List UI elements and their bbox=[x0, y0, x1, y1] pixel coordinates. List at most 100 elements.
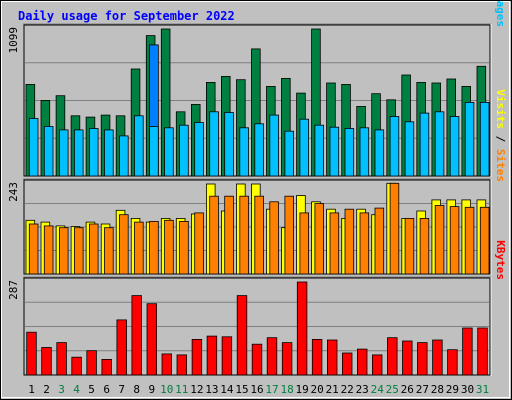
bar-sites-day-14 bbox=[224, 195, 234, 275]
bar-kbytes-day-28 bbox=[432, 339, 443, 376]
bar-pages-day-10 bbox=[164, 127, 174, 177]
bar-pages-day-13 bbox=[209, 111, 219, 177]
bar-kbytes-day-24 bbox=[371, 354, 383, 376]
bar-sites-day-11 bbox=[179, 220, 189, 275]
bar-pages-day-14 bbox=[224, 112, 234, 177]
bar-pages-day-27 bbox=[419, 112, 430, 177]
bar-kbytes-day-20 bbox=[311, 338, 323, 376]
bar-kbytes-day-25 bbox=[387, 337, 398, 376]
bar-sites-day-20 bbox=[314, 203, 324, 275]
bar-sites-day-10 bbox=[164, 219, 174, 275]
bar-pages-day-19 bbox=[299, 118, 309, 177]
bar-pages-day-5 bbox=[89, 128, 99, 177]
bar-sites-day-30 bbox=[464, 206, 475, 275]
x-tick-label-day-11: 11 bbox=[175, 383, 188, 396]
bar-sites-day-31 bbox=[479, 206, 490, 275]
bar-sites-day-8 bbox=[134, 221, 144, 275]
bar-pages-day-3 bbox=[59, 129, 69, 177]
bar-sites-day-3 bbox=[59, 227, 69, 275]
bar-pages-day-12 bbox=[194, 122, 204, 177]
bar-kbytes-day-1 bbox=[26, 331, 37, 376]
bar-pages-day-7 bbox=[119, 135, 129, 177]
bar-pages-day-26 bbox=[404, 121, 415, 177]
bar-kbytes-day-9 bbox=[146, 303, 158, 376]
bar-pages-day-31 bbox=[479, 102, 490, 177]
x-tick-label-day-26: 26 bbox=[401, 383, 414, 396]
bar-sites-day-21 bbox=[329, 212, 340, 275]
y-max-label: 287 bbox=[7, 280, 20, 300]
axis-legend-part: KBytes bbox=[494, 240, 507, 280]
bar-pages-day-4 bbox=[74, 129, 84, 177]
x-tick-label-day-3: 3 bbox=[58, 383, 65, 396]
x-tick-label-day-5: 5 bbox=[88, 383, 95, 396]
x-tick-label-day-16: 16 bbox=[250, 383, 263, 396]
bar-sites-day-22 bbox=[344, 208, 355, 275]
x-tick-label-day-1: 1 bbox=[28, 383, 35, 396]
bar-kbytes-day-5 bbox=[86, 350, 97, 376]
x-tick-label-day-12: 12 bbox=[190, 383, 203, 396]
bar-pages-day-30 bbox=[464, 102, 475, 177]
bar-pages-day-28 bbox=[434, 111, 445, 177]
x-tick-label-day-23: 23 bbox=[356, 383, 369, 396]
bar-sites-day-25 bbox=[389, 182, 400, 275]
bar-kbytes-day-15 bbox=[236, 295, 248, 376]
x-tick-label-day-30: 30 bbox=[461, 383, 474, 396]
x-tick-label-day-22: 22 bbox=[341, 383, 354, 396]
y-max-label: 243 bbox=[7, 182, 20, 202]
bar-sites-day-19 bbox=[299, 212, 309, 275]
x-tick-label-day-8: 8 bbox=[133, 383, 140, 396]
x-tick-label-day-31: 31 bbox=[476, 383, 489, 396]
bar-kbytes-day-14 bbox=[221, 336, 233, 376]
bar-pages-day-8 bbox=[134, 115, 144, 177]
bar-kbytes-day-30 bbox=[462, 327, 473, 376]
x-tick-label-day-13: 13 bbox=[205, 383, 218, 396]
bar-kbytes-day-13 bbox=[206, 335, 218, 376]
bar-pages-day-24 bbox=[374, 129, 385, 177]
x-tick-label-day-15: 15 bbox=[235, 383, 248, 396]
bar-sites-day-9 bbox=[149, 220, 159, 275]
bar-sites-day-23 bbox=[359, 212, 370, 275]
bar-kbytes-day-18 bbox=[281, 342, 293, 376]
x-tick-label-day-25: 25 bbox=[386, 383, 399, 396]
bar-pages-day-9 bbox=[149, 126, 159, 177]
axis-legend-part: Sites bbox=[494, 149, 507, 182]
x-tick-label-day-10: 10 bbox=[160, 383, 173, 396]
x-axis: 1 2 3 4 5 6 7 8 9 10 11 12 13 14 15 16 17 18 19 20 21 22 23 24 2… bbox=[28, 383, 489, 396]
bar-pages-day-16 bbox=[254, 123, 264, 177]
panel-hits-files-pages: 1099 Hits / Files / Pages bbox=[7, 0, 507, 177]
chart-title: Daily usage for September 2022 bbox=[18, 9, 235, 23]
y-max-label: 1099 bbox=[7, 27, 20, 54]
bar-pages-day-20 bbox=[314, 124, 324, 177]
bar-pages-day-2 bbox=[43, 126, 54, 177]
x-tick-label-day-14: 14 bbox=[220, 383, 234, 396]
bar-pages-day-22 bbox=[344, 128, 355, 177]
bar-pages-day-1 bbox=[28, 118, 39, 177]
bar-pages-day-17 bbox=[269, 114, 279, 177]
x-tick-label-day-7: 7 bbox=[118, 383, 125, 396]
bar-pages-day-23 bbox=[359, 127, 370, 177]
x-tick-label-day-2: 2 bbox=[43, 383, 50, 396]
bar-kbytes-day-11 bbox=[176, 354, 188, 376]
axis-legend: KBytes bbox=[494, 240, 507, 280]
bar-kbytes-day-16 bbox=[251, 343, 263, 376]
x-tick-label-day-19: 19 bbox=[295, 383, 308, 396]
axis-legend-part: / bbox=[494, 129, 507, 149]
bar-kbytes-day-8 bbox=[131, 295, 142, 376]
x-tick-label-day-20: 20 bbox=[310, 383, 323, 396]
bar-sites-day-5 bbox=[89, 223, 99, 275]
panel-visits-sites: 243 Visits / Sites bbox=[7, 89, 507, 275]
bar-pages-day-18 bbox=[284, 130, 294, 177]
bar-kbytes-day-10 bbox=[161, 353, 173, 376]
bar-kbytes-day-2 bbox=[41, 347, 52, 376]
bar-kbytes-day-27 bbox=[417, 342, 428, 376]
bar-pages-day-15 bbox=[239, 127, 249, 177]
bar-sites-day-6 bbox=[104, 227, 114, 275]
bar-sites-day-18 bbox=[284, 195, 294, 275]
bar-kbytes-day-22 bbox=[341, 352, 353, 376]
bar-kbytes-day-29 bbox=[447, 349, 458, 376]
x-tick-label-day-6: 6 bbox=[103, 383, 110, 396]
bar-kbytes-day-23 bbox=[356, 348, 368, 376]
bar-pages-day-11 bbox=[179, 124, 189, 177]
bar-sites-day-24 bbox=[374, 207, 385, 275]
bar-sites-day-2 bbox=[43, 225, 54, 275]
